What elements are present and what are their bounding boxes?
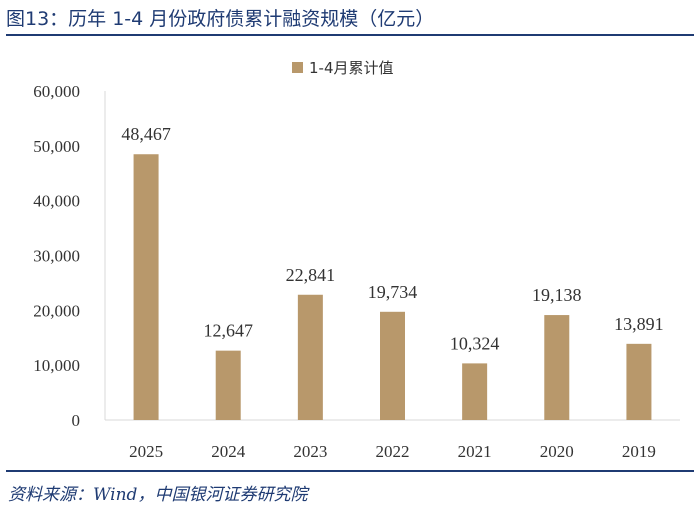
y-tick-label: 60,000 [33, 82, 80, 101]
y-tick-label: 20,000 [33, 301, 80, 320]
x-tick-label: 2020 [540, 442, 574, 461]
x-tick-label: 2021 [458, 442, 492, 461]
bar [544, 315, 570, 420]
bar [462, 363, 488, 420]
x-tick-label: 2025 [129, 442, 163, 461]
y-tick-label: 0 [72, 411, 81, 430]
x-tick-label: 2023 [293, 442, 327, 461]
legend-label: 1-4月累计值 [309, 59, 394, 77]
figure-title: 图13：历年 1-4 月份政府债累计融资规模（亿元） [6, 8, 435, 30]
data-label: 22,841 [286, 265, 336, 285]
data-label: 48,467 [121, 124, 171, 144]
bar [133, 154, 159, 420]
data-label: 10,324 [450, 333, 500, 353]
bar [380, 311, 405, 420]
source-note: 资料来源：Wind，中国银河证券研究院 [8, 485, 308, 505]
legend-swatch [292, 62, 303, 73]
data-label: 13,891 [614, 314, 664, 334]
x-tick-label: 2022 [376, 442, 410, 461]
y-tick-label: 10,000 [33, 356, 80, 375]
data-label: 19,138 [532, 285, 582, 305]
x-tick-label: 2019 [622, 442, 656, 461]
y-tick-label: 40,000 [33, 192, 80, 211]
data-label: 19,734 [368, 282, 418, 302]
bar [626, 343, 652, 420]
y-tick-label: 30,000 [33, 247, 80, 266]
source-divider [6, 470, 694, 472]
title-divider [6, 34, 694, 36]
bar [215, 350, 241, 420]
data-label: 12,647 [203, 321, 253, 341]
bar [297, 294, 323, 420]
bar-chart: 1-4月累计值 0 10,000 20,000 30,000 40,000 50,000 60… [33, 59, 680, 461]
x-tick-label: 2024 [211, 442, 246, 461]
y-tick-label: 50,000 [33, 137, 80, 156]
